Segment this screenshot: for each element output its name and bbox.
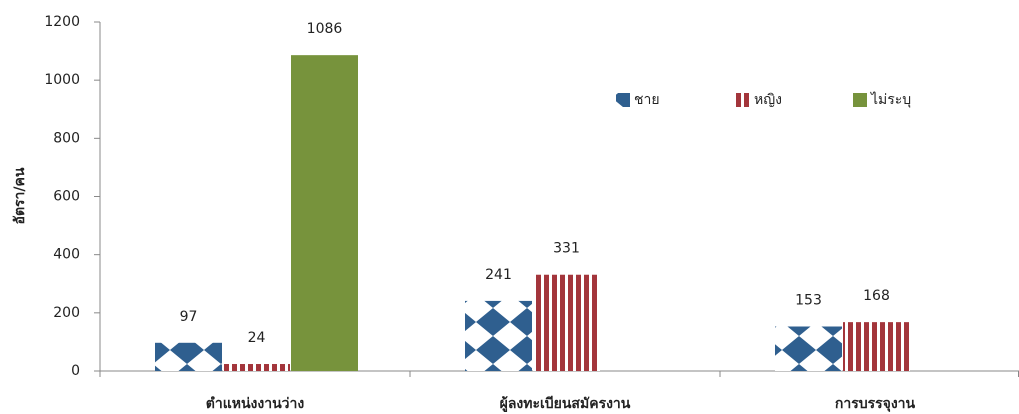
value-label: 97 (180, 309, 198, 325)
legend-label: ชาย (634, 92, 660, 108)
legend-swatch (853, 93, 867, 107)
bar (465, 300, 532, 371)
legend-swatch (616, 93, 630, 107)
y-tick-label: 1200 (44, 14, 80, 30)
bar (223, 364, 290, 371)
y-tick-label: 1000 (44, 72, 80, 88)
y-tick-label: 0 (71, 363, 80, 379)
y-axis-label: อัตรา/คน (12, 167, 28, 224)
bar (843, 322, 910, 371)
x-tick-label: ผู้ลงทะเบียนสมัครงาน (500, 396, 631, 412)
y-tick-label: 600 (53, 189, 80, 205)
y-tick-label: 200 (53, 305, 80, 321)
value-label: 331 (553, 241, 580, 257)
x-tick-label: การบรรจุงาน (835, 396, 916, 412)
bar (533, 274, 600, 371)
bar (291, 55, 358, 371)
legend-label: ไม่ระบุ (870, 91, 911, 108)
value-label: 168 (863, 288, 890, 304)
value-label: 153 (795, 293, 822, 309)
legend-swatch (736, 93, 750, 107)
value-label: 24 (248, 330, 266, 346)
bar (155, 342, 222, 371)
bar (775, 326, 842, 371)
value-label: 1086 (307, 21, 343, 37)
y-tick-label: 400 (53, 247, 80, 263)
x-tick-label: ตำแหน่งงานว่าง (206, 396, 305, 412)
legend-label: หญิง (754, 92, 782, 108)
y-tick-label: 800 (53, 130, 80, 146)
value-label: 241 (485, 267, 512, 283)
